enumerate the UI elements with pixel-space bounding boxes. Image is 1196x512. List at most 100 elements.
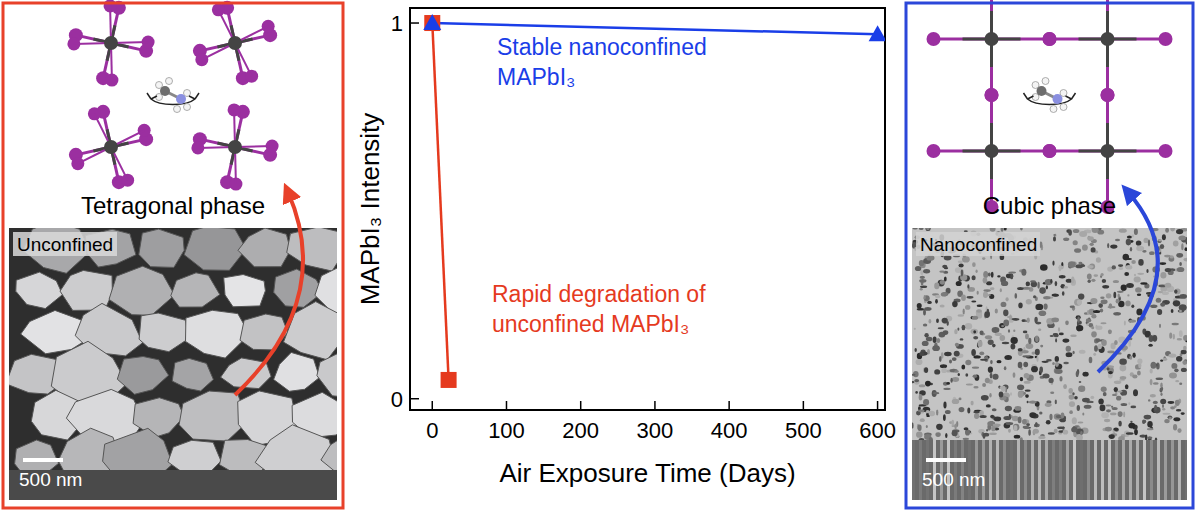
pore <box>926 337 933 342</box>
pore <box>1144 238 1149 243</box>
pore <box>1147 437 1152 439</box>
data-point <box>441 372 457 388</box>
substrate <box>9 470 337 500</box>
x-tick <box>580 401 582 410</box>
pore <box>1055 400 1057 405</box>
pore <box>992 327 1000 333</box>
scale-bar <box>23 458 63 462</box>
pore <box>1113 292 1116 299</box>
bond <box>934 150 992 153</box>
pore <box>935 432 940 437</box>
pore <box>1107 351 1114 354</box>
pore <box>1063 238 1069 242</box>
pore <box>1134 276 1141 282</box>
pore <box>1172 323 1179 326</box>
pore <box>977 305 983 307</box>
pore <box>1077 405 1080 411</box>
pore <box>912 422 914 428</box>
pore <box>952 420 955 426</box>
pore <box>919 384 926 387</box>
pore <box>1050 335 1054 337</box>
pore <box>1080 431 1083 435</box>
pore <box>1175 400 1180 406</box>
pore <box>1109 434 1115 439</box>
pore <box>988 367 993 373</box>
pore <box>1038 436 1045 439</box>
pore <box>1063 362 1069 365</box>
pore <box>1078 422 1084 424</box>
pore <box>1106 409 1111 412</box>
pore <box>1118 411 1123 417</box>
pore <box>1036 356 1038 362</box>
pore <box>1146 269 1148 273</box>
pore <box>1108 329 1112 334</box>
pore <box>1174 368 1178 372</box>
pore <box>1008 320 1013 323</box>
pore <box>1042 374 1049 379</box>
pore <box>924 367 928 373</box>
bond <box>1050 38 1108 41</box>
pore <box>1101 412 1109 418</box>
pore <box>982 257 985 260</box>
pore <box>939 356 942 362</box>
scale-bar-label: 500 nm <box>922 469 985 490</box>
pore <box>1150 379 1153 385</box>
pore <box>1091 326 1094 329</box>
pore <box>1027 401 1029 403</box>
pore <box>920 276 925 279</box>
pore <box>965 429 970 435</box>
pore <box>1034 336 1039 343</box>
pore <box>973 375 978 378</box>
column <box>1150 440 1153 500</box>
pore <box>933 337 937 344</box>
pore <box>926 410 930 413</box>
label-patch <box>916 232 1040 256</box>
pore <box>990 360 993 364</box>
pore <box>1163 358 1168 361</box>
pore <box>991 272 994 278</box>
pore <box>1058 327 1060 332</box>
pore <box>1007 316 1013 318</box>
pore <box>1164 255 1171 258</box>
pore <box>1150 394 1156 397</box>
pore <box>1110 245 1117 249</box>
column <box>1031 440 1034 500</box>
i-atom <box>1043 144 1057 158</box>
x-tick-label: 0 <box>426 418 438 443</box>
pore <box>941 368 946 373</box>
pore <box>942 265 947 269</box>
pore <box>1055 356 1059 362</box>
pore <box>923 269 930 273</box>
x-tick-label: 500 <box>785 418 822 443</box>
pore <box>963 438 969 440</box>
pore <box>1118 421 1121 427</box>
pore <box>1176 229 1183 234</box>
pore <box>1035 349 1040 356</box>
pore <box>927 256 933 260</box>
pore <box>1123 412 1125 418</box>
pore <box>936 338 940 343</box>
i-atom <box>985 88 999 102</box>
pore <box>917 308 924 311</box>
grain <box>184 228 246 270</box>
x-tick <box>877 401 879 410</box>
pore <box>1004 366 1007 370</box>
pore <box>961 365 965 370</box>
grain <box>117 357 168 395</box>
column <box>1101 440 1104 500</box>
x-tick <box>728 401 730 410</box>
pore <box>1173 241 1179 247</box>
pore <box>920 286 927 289</box>
pore <box>1018 348 1023 352</box>
column <box>1129 440 1132 500</box>
pore <box>949 360 952 364</box>
i-atom <box>1101 88 1115 102</box>
pore <box>1070 334 1076 337</box>
pore <box>924 295 930 301</box>
pore <box>973 355 980 358</box>
bond <box>1106 39 1109 95</box>
pore <box>1179 294 1187 299</box>
column <box>1108 440 1111 500</box>
column <box>912 440 915 500</box>
pore <box>1063 384 1067 389</box>
